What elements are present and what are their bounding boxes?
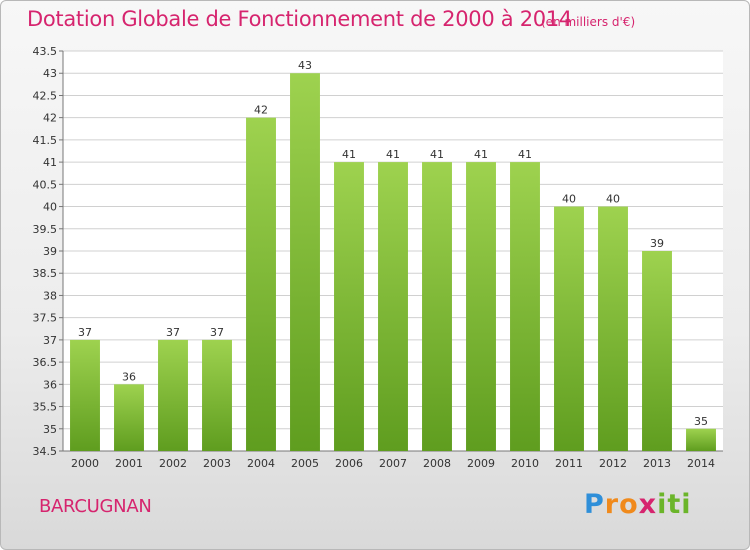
y-tick-label: 34.5 [33,445,58,458]
x-tick-label: 2004 [247,457,275,470]
y-tick-label: 43 [43,67,57,80]
bar [510,162,540,451]
logo-part: iti [657,489,692,520]
logo-part: P [584,489,605,520]
bar [70,339,100,451]
y-tick-label: 40 [43,201,57,214]
y-tick-label: 42.5 [33,89,58,102]
bar [114,384,144,451]
chart-title: Dotation Globale de Fonctionnement de 20… [27,7,572,31]
y-tick-label: 40.5 [33,178,58,191]
commune-name: BARCUGNAN [39,496,152,517]
bar-value-label: 43 [298,59,312,72]
bar [422,162,452,451]
x-tick-label: 2003 [203,457,231,470]
bar [158,339,188,451]
bar-value-label: 37 [166,326,180,339]
bar [686,428,716,451]
logo-part: ro [604,489,639,520]
x-tick-label: 2010 [511,457,539,470]
bar [202,339,232,451]
y-tick-label: 39.5 [33,223,58,236]
y-tick-label: 35 [43,423,57,436]
x-tick-label: 2001 [115,457,143,470]
bar-value-label: 41 [474,148,488,161]
y-tick-label: 43.5 [33,45,58,58]
bar-value-label: 39 [650,237,664,250]
x-tick-label: 2013 [643,457,671,470]
x-tick-label: 2000 [71,457,99,470]
y-tick-label: 36.5 [33,356,58,369]
x-tick-label: 2007 [379,457,407,470]
bar-value-label: 40 [606,193,620,206]
bar [642,251,672,451]
bar-value-label: 37 [78,326,92,339]
x-tick-label: 2012 [599,457,627,470]
bar-value-label: 41 [386,148,400,161]
chart-subtitle: (en milliers d'€) [541,15,636,29]
y-tick-label: 38.5 [33,267,58,280]
x-tick-label: 2005 [291,457,319,470]
proxiti-logo[interactable]: Proxiti [584,489,692,520]
bar-value-label: 40 [562,193,576,206]
y-tick-label: 38 [43,289,57,302]
bar [598,206,628,451]
bar-value-label: 37 [210,326,224,339]
x-tick-label: 2002 [159,457,187,470]
y-tick-label: 37.5 [33,312,58,325]
bar [466,162,496,451]
bar-value-label: 41 [430,148,444,161]
y-tick-label: 41.5 [33,134,58,147]
bar-value-label: 41 [342,148,356,161]
y-tick-label: 39 [43,245,57,258]
bar-value-label: 42 [254,104,268,117]
bar-value-label: 41 [518,148,532,161]
x-tick-label: 2014 [687,457,715,470]
x-tick-label: 2011 [555,457,583,470]
y-tick-label: 37 [43,334,57,347]
bar [378,162,408,451]
bar [554,206,584,451]
bar [290,73,320,451]
bar-value-label: 36 [122,370,136,383]
y-tick-label: 41 [43,156,57,169]
x-tick-label: 2006 [335,457,363,470]
bar [334,162,364,451]
y-tick-label: 42 [43,112,57,125]
y-tick-label: 35.5 [33,401,58,414]
y-tick-label: 36 [43,378,57,391]
x-tick-label: 2008 [423,457,451,470]
bar [246,117,276,452]
x-tick-label: 2009 [467,457,495,470]
logo-part: x [638,489,658,520]
bar-value-label: 35 [694,415,708,428]
